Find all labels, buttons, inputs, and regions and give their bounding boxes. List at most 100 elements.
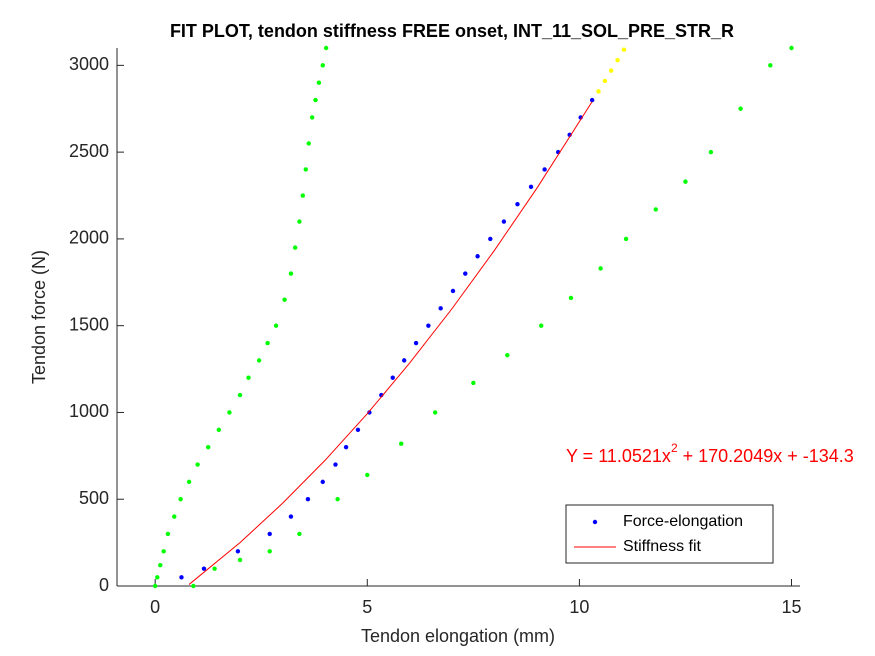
data-point <box>738 106 743 111</box>
y-tick-label: 0 <box>99 575 109 595</box>
data-point <box>288 514 294 519</box>
data-point <box>463 271 468 276</box>
data-point <box>609 68 614 73</box>
y-tick-label: 1000 <box>69 401 109 421</box>
data-point <box>320 479 325 485</box>
data-point <box>246 375 251 380</box>
data-point <box>206 444 211 450</box>
data-point <box>237 392 243 398</box>
data-point <box>227 410 232 415</box>
data-point <box>265 340 270 346</box>
data-point <box>413 340 419 346</box>
data-point <box>539 323 544 328</box>
data-point <box>426 323 431 328</box>
data-point <box>237 557 243 563</box>
data-point <box>528 184 534 190</box>
data-point <box>305 497 311 502</box>
x-tick-label: 0 <box>150 597 160 617</box>
legend-label: Stiffness fit <box>623 538 702 555</box>
data-point <box>542 167 547 172</box>
data-point <box>355 427 361 433</box>
data-point <box>683 179 688 184</box>
plot-area <box>152 45 794 589</box>
data-point <box>186 479 192 485</box>
chart-title: FIT PLOT, tendon stiffness FREE onset, I… <box>170 21 734 41</box>
data-point <box>256 358 262 363</box>
data-point <box>297 531 302 537</box>
data-point <box>267 531 272 537</box>
data-point <box>768 63 773 68</box>
y-axis-label: Tendon force (N) <box>29 250 49 384</box>
data-point <box>179 575 184 580</box>
x-tick-label: 10 <box>569 597 589 617</box>
data-point <box>165 531 171 537</box>
data-point <box>471 380 476 386</box>
data-point <box>201 566 207 571</box>
data-point <box>401 358 407 363</box>
y-tick-label: 3000 <box>69 54 109 74</box>
x-tick-label: 15 <box>781 597 801 617</box>
data-point <box>216 427 222 433</box>
data-point <box>390 375 395 380</box>
data-point <box>432 410 438 415</box>
data-point <box>589 97 595 103</box>
data-point <box>161 549 166 554</box>
data-point <box>596 89 601 94</box>
data-point <box>316 80 322 85</box>
data-point <box>343 444 349 450</box>
y-tick-label: 2000 <box>69 228 109 248</box>
data-point <box>297 219 302 224</box>
data-point <box>515 201 520 207</box>
y-tick-label: 1500 <box>69 314 109 334</box>
eq-text: Y = 11.0521x <box>566 446 671 466</box>
data-point <box>708 149 714 155</box>
legend-swatch <box>592 519 598 525</box>
fit-line <box>188 101 593 585</box>
data-point <box>212 566 217 571</box>
data-point <box>191 583 196 589</box>
data-point <box>158 562 163 568</box>
data-point <box>367 410 372 415</box>
x-axis-label: Tendon elongation (mm) <box>361 626 555 646</box>
data-point <box>178 497 183 502</box>
data-point <box>313 97 318 103</box>
data-point <box>288 271 294 276</box>
data-point <box>323 45 329 51</box>
data-point <box>789 45 794 51</box>
y-tick-label: 2500 <box>69 141 109 161</box>
data-point <box>505 352 510 358</box>
data-point <box>475 254 480 259</box>
data-point <box>615 57 620 63</box>
legend-box <box>565 504 774 564</box>
data-point <box>450 288 456 294</box>
data-point <box>602 78 608 84</box>
data-point <box>621 47 627 52</box>
data-point <box>155 575 160 580</box>
data-point <box>152 583 158 589</box>
data-point <box>267 549 272 554</box>
data-point <box>333 462 338 467</box>
data-point <box>320 63 325 68</box>
data-point <box>365 472 370 478</box>
data-point <box>653 207 658 212</box>
data-point <box>172 514 177 519</box>
data-point <box>273 323 279 328</box>
fit-equation: Y = 11.0521x2 + 170.2049x + -134.3 <box>566 441 854 466</box>
data-point <box>488 236 493 242</box>
data-point <box>399 441 404 446</box>
data-point <box>438 306 443 311</box>
data-point <box>501 219 507 224</box>
x-tick-label: 5 <box>362 597 372 617</box>
data-point <box>282 297 287 302</box>
data-point <box>292 245 298 250</box>
data-point <box>303 167 308 172</box>
legend-label: Force-elongation <box>623 513 743 530</box>
eq-rest: + 170.2049x + -134.3 <box>678 446 854 466</box>
data-point <box>306 141 311 146</box>
data-point <box>300 193 306 198</box>
data-point <box>623 236 629 242</box>
data-point <box>568 295 574 301</box>
data-point <box>335 497 340 502</box>
y-tick-label: 500 <box>79 488 109 508</box>
